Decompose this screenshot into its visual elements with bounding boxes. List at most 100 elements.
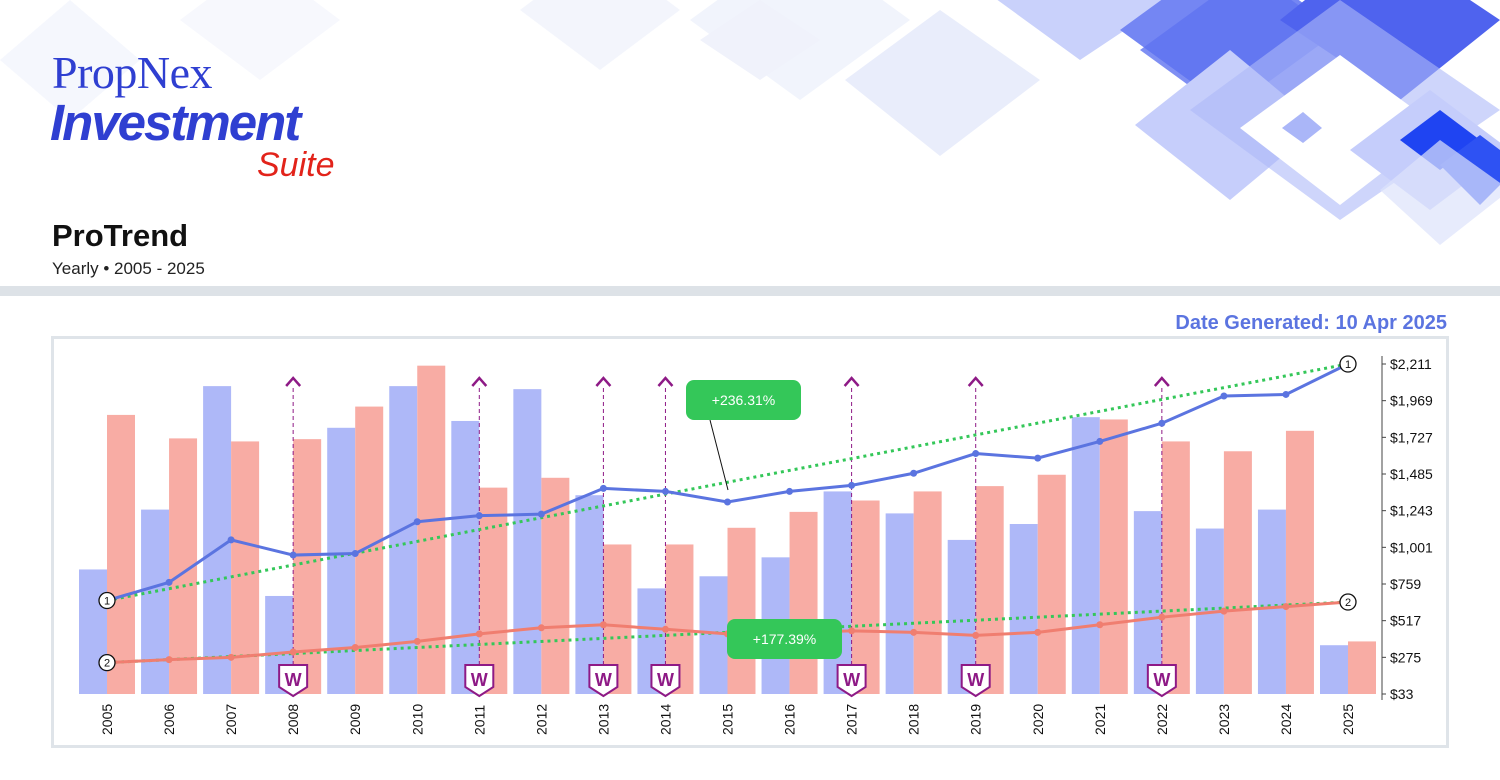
x-tick-label: 2006: [161, 704, 177, 735]
change-badge-label: +177.39%: [753, 631, 816, 647]
x-tick-label: 2008: [285, 704, 301, 735]
x-tick-label: 2022: [1154, 704, 1170, 735]
x-tick-label: 2020: [1030, 704, 1046, 735]
header-background: [0, 0, 1500, 245]
bar: [913, 491, 942, 694]
bar: [1223, 451, 1252, 694]
bar: [1257, 509, 1286, 694]
w-marker-caret-icon: [471, 376, 488, 387]
y-tick-label: $1,001: [1390, 539, 1433, 555]
bar: [1037, 474, 1066, 694]
series-point: [227, 653, 235, 661]
w-marker-badge: [1146, 664, 1177, 698]
w-marker-caret-icon: [285, 376, 302, 387]
logo-product: Investment: [50, 94, 301, 151]
x-tick-label: 2015: [720, 704, 736, 735]
w-marker-caret-icon: [843, 376, 860, 387]
change-badge-pointer: [709, 419, 729, 491]
w-marker-label: W: [471, 670, 488, 690]
trend-point-marker: [98, 653, 116, 672]
trend-point-label: 2: [104, 658, 110, 670]
bar: [1009, 524, 1038, 694]
x-tick-label: 2005: [99, 704, 115, 735]
series-point: [1220, 392, 1228, 400]
y-tick-label: $33: [1390, 686, 1414, 702]
series-point: [165, 578, 173, 586]
bar: [851, 500, 880, 694]
y-tick-label: $275: [1390, 649, 1421, 665]
w-marker-label: W: [657, 670, 674, 690]
w-marker-badge: [464, 664, 495, 698]
bar: [1320, 645, 1348, 694]
y-tick-label: $1,969: [1390, 393, 1433, 409]
bar: [727, 527, 756, 694]
series-point: [1034, 454, 1042, 462]
series-point: [599, 484, 607, 492]
change-badge: [727, 619, 842, 659]
series-point: [475, 630, 483, 638]
series-point: [537, 624, 545, 632]
bar: [417, 365, 446, 694]
w-marker-label: W: [967, 670, 984, 690]
x-tick-label: 2007: [223, 704, 239, 735]
bar: [789, 511, 818, 694]
x-tick-label: 2021: [1092, 704, 1108, 735]
trend-point-marker: [98, 591, 116, 610]
bar: [575, 495, 604, 694]
logo-suite: Suite: [257, 146, 335, 184]
x-tick-label: 2014: [657, 704, 673, 735]
bar: [107, 414, 135, 694]
bar: [885, 513, 914, 694]
bar: [1099, 419, 1128, 694]
series-point: [1034, 628, 1042, 636]
trend-point-marker: [1339, 593, 1357, 611]
propnex-logo: PropNex Investment Suite: [50, 48, 335, 184]
series-point: [1158, 613, 1166, 621]
bar: [699, 576, 728, 694]
x-tick-label: 2019: [968, 704, 984, 735]
bar: [1133, 511, 1162, 694]
y-tick-label: $1,243: [1390, 503, 1433, 519]
x-tick-label: 2025: [1340, 704, 1356, 735]
x-tick-label: 2018: [906, 704, 922, 735]
w-marker-caret-icon: [1153, 376, 1170, 387]
series-point: [413, 637, 421, 645]
w-marker-label: W: [843, 670, 860, 690]
series-point: [351, 643, 359, 651]
series-point: [1096, 437, 1104, 445]
x-tick-label: 2017: [844, 704, 860, 735]
series-point: [1158, 419, 1166, 427]
w-marker-badge: [650, 664, 681, 698]
bar: [975, 486, 1004, 694]
change-badge: [686, 380, 801, 420]
x-tick-label: 2009: [347, 704, 363, 735]
bar: [1071, 417, 1100, 694]
bar: [541, 477, 570, 694]
w-marker-label: W: [1153, 670, 1170, 690]
bar: [79, 569, 107, 694]
series-point: [661, 625, 669, 633]
series-point: [599, 621, 607, 629]
bar: [231, 441, 260, 694]
w-marker-caret-icon: [967, 376, 984, 387]
series-point: [661, 487, 669, 495]
series-point: [848, 627, 856, 635]
y-tick-label: $759: [1390, 576, 1421, 592]
x-tick-label: 2012: [533, 704, 549, 735]
series-point: [1282, 390, 1290, 398]
series-point: [351, 550, 359, 558]
w-marker-badge: [588, 664, 619, 698]
series-point: [289, 648, 297, 656]
series-point: [537, 510, 545, 518]
w-marker-badge: [960, 664, 991, 698]
bar: [141, 509, 170, 694]
date-generated: Date Generated: 10 Apr 2025: [1175, 312, 1447, 334]
bar: [1161, 441, 1190, 694]
series-point: [1220, 607, 1228, 615]
series-point: [910, 469, 918, 477]
x-tick-label: 2011: [471, 705, 487, 735]
series-point: [848, 481, 856, 489]
series-point: [1096, 621, 1104, 629]
x-tick-label: 2024: [1278, 704, 1294, 735]
